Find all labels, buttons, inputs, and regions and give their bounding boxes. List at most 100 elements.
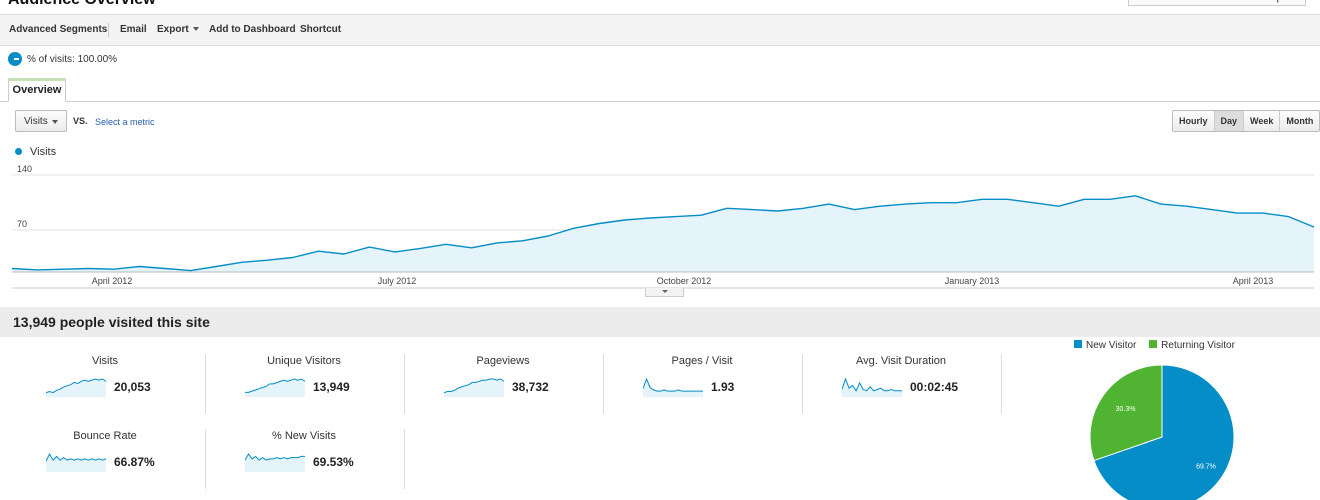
summary-title: 13,949 people visited this site [13,314,210,330]
sparkline-area [245,379,305,397]
visits-area [12,195,1314,272]
date-range-text: p [1276,0,1283,3]
sparkline-line [643,377,703,392]
title-strip: Audience Overview p [0,0,1320,14]
granularity-week-button[interactable]: Week [1243,111,1280,131]
x-tick-label: October 2012 [656,276,712,286]
sparkline-line [444,378,504,394]
date-range-picker[interactable]: p [1128,0,1306,6]
metric-label: Pages / Visit [671,355,733,367]
visits-chart: 140 70 April 2012 July 2012 October 2012… [0,158,1320,298]
summary-header: 13,949 people visited this site [0,307,1320,337]
sparkline-line [245,453,305,461]
legend-label: Visits [30,146,57,158]
metric-value: 00:02:45 [910,380,959,394]
pie-slice-new-visitor[interactable] [1093,364,1235,500]
granularity-month-button[interactable]: Month [1279,111,1320,131]
new-visitor-swatch [1074,340,1082,349]
pie-slice-returning-visitor[interactable] [1089,364,1163,462]
chart-collapse-handle[interactable] [645,288,684,297]
granularity-toggle: Hourly Day Week Month [1172,110,1320,132]
metric-value: 20,053 [114,380,151,394]
granularity-day-button[interactable]: Day [1213,111,1244,131]
tab-divider [0,101,1320,102]
y-tick-label: 70 [17,219,28,229]
returning-visitor-swatch [1149,340,1158,349]
page-title: Audience Overview [8,0,156,9]
x-tick-label: April 2012 [91,276,133,286]
metric-value: 38,732 [512,380,549,394]
x-tick-label: April 2013 [1232,276,1274,286]
metric-visits[interactable]: Visits 20,053 [6,355,204,415]
sparkline [444,378,504,397]
add-to-dashboard-button[interactable]: Add to Dashboard [209,24,296,35]
sparkline-area [444,379,504,397]
metric-label: Visits [91,355,119,367]
metric-label: Pageviews [476,355,530,367]
metric-select[interactable]: Visits [15,110,67,132]
x-tick-label: July 2012 [377,276,417,286]
report-toolbar: Advanced Segments Email Export Add to Da… [0,14,1320,46]
visitor-type-pie-svg: 69.7% 30.3% [1089,364,1235,500]
metric-unique-visitors[interactable]: Unique Visitors 13,949 [205,355,403,415]
sparkline-line [46,452,106,462]
metric-value: 66.87% [114,455,155,469]
sparkline-line [842,377,902,392]
sparkline [46,452,106,472]
segment-label: % of visits: 100.00% [27,54,118,65]
sparkline [842,377,902,397]
metric-new-visits[interactable]: % New Visits 69.53% [205,430,403,490]
metric-value: 13,949 [313,380,350,394]
metric-divider [205,354,206,414]
vs-label: VS. [73,116,88,126]
series-dot-icon [15,147,22,155]
pie-legend: New Visitor Returning Visitor [1074,340,1235,351]
select-metric-link[interactable]: Select a metric [95,117,155,127]
metric-divider [802,354,803,414]
export-button[interactable]: Export [157,24,199,35]
metric-label: Avg. Visit Duration [855,355,947,367]
metric-value: 1.93 [711,380,735,394]
sparkline-area [46,454,106,472]
chart-legend: Visits [15,146,56,158]
sparkline [245,378,305,397]
x-tick-label: January 2013 [944,276,1000,286]
sparkline-line [46,378,106,394]
sparkline-area [46,379,106,397]
sparkline [245,453,305,472]
sparkline-area [643,379,703,397]
shortcut-button[interactable]: Shortcut [300,24,342,35]
sparkline [46,378,106,397]
segment-pie-icon [8,52,22,66]
sparkline [643,377,703,397]
y-tick-label: 140 [17,164,33,174]
granularity-hourly-button[interactable]: Hourly [1173,111,1214,131]
chevron-down-icon [192,27,199,32]
metric-pages-per-visit[interactable]: Pages / Visit 1.93 [603,355,801,415]
sparkline-area [245,454,305,472]
metric-divider [404,429,405,489]
tab-overview[interactable]: Overview [8,78,66,102]
metric-select-value: Visits [24,116,48,127]
email-button[interactable]: Email [120,24,147,35]
metric-divider [404,354,405,414]
advanced-segments-button[interactable]: Advanced Segments [9,24,108,35]
pie-slice-label: 69.7% [1196,463,1216,470]
metric-label: Unique Visitors [267,355,341,367]
metric-avg-visit-duration[interactable]: Avg. Visit Duration 00:02:45 [802,355,1000,415]
visits-line [11,195,1315,272]
metric-label: % New Visits [272,430,336,442]
export-label: Export [157,24,189,35]
visits-chart-svg [11,174,1315,289]
pie-slice-label: 30.3% [1116,406,1136,413]
pie-legend-label: New Visitor [1086,340,1137,351]
metric-pageviews[interactable]: Pageviews 38,732 [404,355,602,415]
metric-divider [205,429,206,489]
metric-label: Bounce Rate [73,430,137,442]
toolbar-divider [108,23,109,37]
metric-divider [603,354,604,414]
metric-bounce-rate[interactable]: Bounce Rate 66.87% [6,430,204,490]
chevron-down-icon [52,120,58,124]
visitor-type-pie: 69.7% 30.3% [1089,364,1235,500]
metric-value: 69.53% [313,455,354,469]
